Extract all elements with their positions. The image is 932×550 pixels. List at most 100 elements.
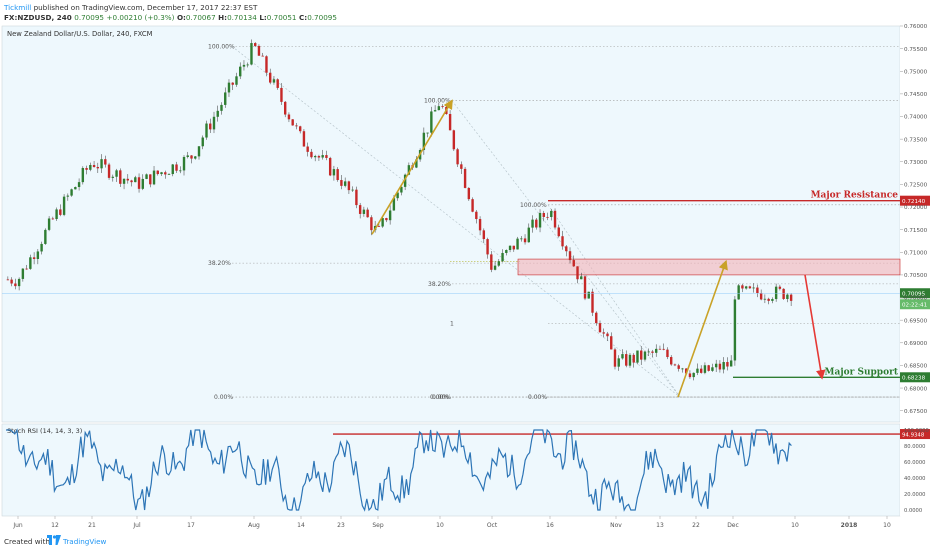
candle-body bbox=[677, 365, 680, 369]
price-tick-label: 0.72000 bbox=[904, 205, 928, 211]
publisher-user-link[interactable]: Tickmill bbox=[4, 3, 32, 12]
candle-body bbox=[265, 56, 268, 73]
candle-body bbox=[714, 363, 718, 368]
candle-body bbox=[538, 212, 542, 228]
candle-body bbox=[74, 187, 77, 190]
candle-body bbox=[385, 218, 388, 221]
time-tick-label: Nov bbox=[610, 522, 622, 529]
symbol-text[interactable]: FX:NZDUSD, 240 bbox=[4, 13, 72, 22]
candle-body bbox=[235, 76, 238, 85]
candle-body bbox=[553, 210, 557, 228]
candle-body bbox=[741, 285, 744, 289]
stoch-pane[interactable] bbox=[1, 423, 901, 517]
price-tick-label: 0.67500 bbox=[904, 409, 928, 415]
candle-body bbox=[242, 64, 246, 67]
candle-body bbox=[448, 113, 452, 131]
stoch-level-tag bbox=[900, 429, 930, 440]
candle-body bbox=[298, 126, 302, 132]
candle-body bbox=[460, 164, 463, 169]
candle-body bbox=[606, 333, 609, 337]
candle-body bbox=[565, 246, 568, 252]
time-tick-label: Jul bbox=[132, 522, 141, 529]
candle-body bbox=[598, 323, 602, 333]
projection-arrow[interactable] bbox=[677, 259, 728, 398]
candle-body bbox=[718, 363, 722, 370]
stoch-tick-label: 60.0000 bbox=[904, 460, 925, 466]
price-tick-label: 0.69500 bbox=[904, 318, 928, 324]
candle-body bbox=[542, 212, 545, 217]
projection-arrow[interactable] bbox=[371, 99, 453, 235]
candle-body bbox=[17, 278, 21, 287]
candle-body bbox=[580, 276, 583, 280]
candle-body bbox=[137, 177, 141, 189]
candle-body bbox=[508, 245, 512, 250]
candle-body bbox=[647, 351, 650, 353]
candle-body bbox=[688, 373, 692, 378]
candle-body bbox=[557, 227, 560, 237]
candle-body bbox=[546, 216, 549, 218]
fib-label: 100.00% bbox=[424, 98, 451, 105]
candle-body bbox=[328, 157, 332, 176]
candle-body bbox=[366, 209, 369, 218]
candle-body bbox=[482, 230, 486, 240]
low-label: L: bbox=[259, 13, 267, 22]
stoch-series-line bbox=[6, 428, 792, 512]
candle-body bbox=[332, 169, 336, 176]
candle-body bbox=[156, 170, 159, 175]
chart-title: New Zealand Dollar/U.S. Dollar, 240, FXC… bbox=[7, 30, 153, 38]
resistance-zone[interactable] bbox=[517, 258, 901, 276]
candle-body bbox=[261, 55, 264, 57]
candle-body bbox=[321, 155, 324, 158]
price-tick-label: 0.70000 bbox=[904, 296, 928, 302]
footer-brand[interactable]: TradingView bbox=[63, 537, 107, 546]
candle-body bbox=[572, 260, 575, 267]
candle-body bbox=[610, 336, 613, 350]
candle-body bbox=[212, 116, 216, 130]
fib-diagonal bbox=[231, 46, 681, 398]
candle-body bbox=[175, 164, 178, 171]
candle-body bbox=[763, 298, 767, 300]
low-value: 0.70051 bbox=[266, 13, 297, 22]
candle-body bbox=[437, 106, 441, 111]
tradingview-logo-icon bbox=[47, 535, 61, 545]
candle-body bbox=[478, 219, 482, 231]
chart-canvas[interactable]: 100.00%38.20%0.00%100.00%38.20%0.00%100.… bbox=[0, 24, 932, 532]
fib-label: 1 bbox=[450, 321, 454, 328]
high-label: H: bbox=[218, 13, 228, 22]
candle-body bbox=[516, 238, 519, 250]
candle-body bbox=[280, 87, 283, 102]
candle-body bbox=[782, 288, 785, 299]
projection-arrow[interactable] bbox=[804, 274, 826, 380]
candle-body bbox=[44, 229, 47, 244]
candle-body bbox=[655, 348, 658, 353]
level-tag bbox=[900, 372, 930, 383]
stoch-tick-label: 40.0000 bbox=[904, 476, 925, 482]
candle-body bbox=[239, 66, 242, 77]
candle-body bbox=[21, 268, 25, 279]
candle-body bbox=[377, 225, 381, 227]
price-pane[interactable] bbox=[1, 25, 901, 423]
price-tick-label: 0.68500 bbox=[904, 364, 928, 370]
last-price: 0.70095 bbox=[74, 13, 104, 22]
candle-body bbox=[209, 123, 212, 130]
candle-body bbox=[617, 358, 620, 367]
candle-body bbox=[130, 180, 133, 183]
candle-body bbox=[201, 137, 204, 147]
candle-body bbox=[291, 119, 294, 126]
level-annotation: Major Support bbox=[825, 367, 899, 377]
candle-body bbox=[122, 178, 126, 184]
time-tick-label: 10 bbox=[436, 522, 444, 529]
time-tick-label: 22 bbox=[692, 522, 700, 529]
countdown-label: 02:22:41 bbox=[902, 302, 928, 308]
candle-body bbox=[744, 286, 748, 289]
candle-body bbox=[205, 123, 208, 138]
price-tick-label: 0.68000 bbox=[904, 386, 928, 392]
stoch-tick-label: 0.0000 bbox=[904, 508, 922, 514]
candle-body bbox=[167, 174, 171, 175]
candle-body bbox=[62, 196, 66, 215]
candle-body bbox=[512, 245, 516, 250]
candle-body bbox=[160, 172, 163, 175]
fib-label: 0.00% bbox=[430, 394, 449, 401]
candle-body bbox=[430, 111, 433, 133]
candle-body bbox=[441, 106, 444, 107]
